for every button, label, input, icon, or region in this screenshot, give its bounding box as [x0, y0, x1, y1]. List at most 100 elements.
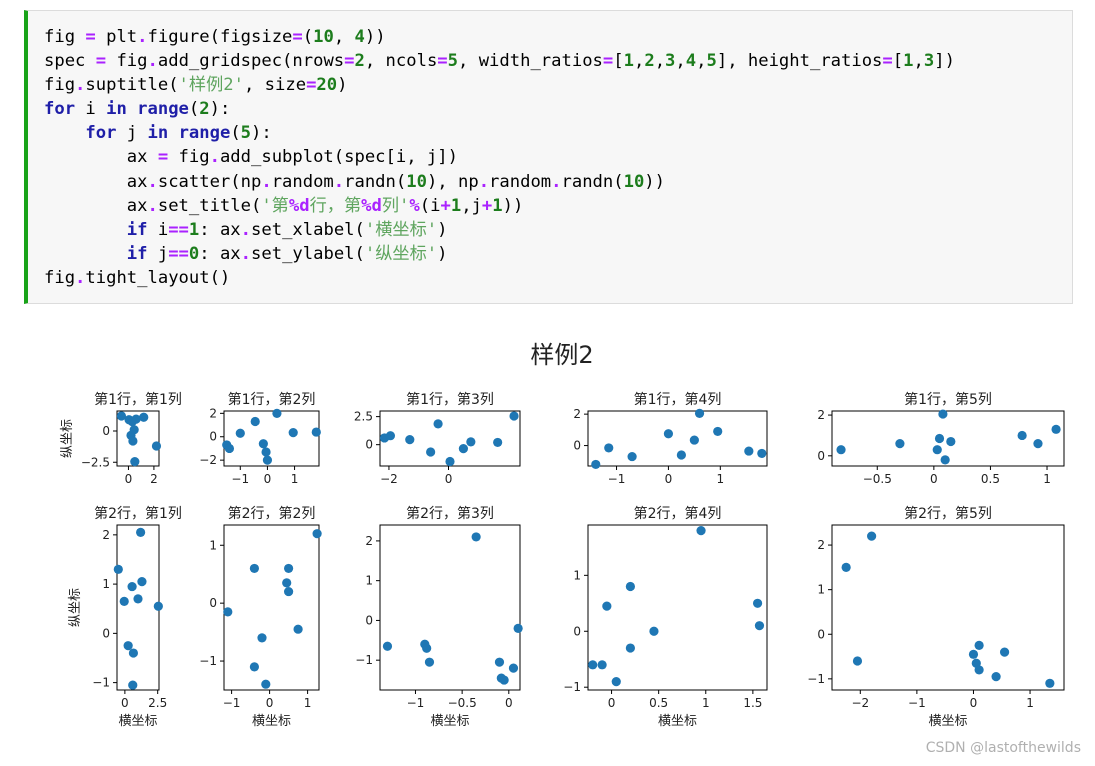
code-token: randn(: [561, 171, 624, 192]
scatter-point: [689, 435, 699, 445]
scatter-point: [422, 643, 432, 653]
code-token: i: [75, 99, 107, 120]
scatter-point: [385, 431, 396, 441]
code-token: 1: [188, 219, 200, 240]
scatter-point: [249, 662, 259, 672]
code-token: fig: [44, 267, 76, 288]
scatter-point: [754, 621, 765, 631]
code-token: ,: [696, 51, 707, 72]
scatter-point: [128, 436, 138, 446]
watermark: CSDN @lastofthewilds: [925, 740, 1081, 756]
scatter-point: [676, 450, 686, 460]
scatter-point: [932, 445, 942, 455]
x-tick-label: 0: [970, 696, 978, 710]
scatter-point: [604, 443, 614, 453]
scatter-point: [1045, 678, 1055, 688]
scatter-point: [311, 427, 321, 437]
scatter-point: [625, 581, 635, 592]
scatter-point: [466, 437, 476, 447]
code-line: if j==0: ax.set_ylabel('纵坐标'): [44, 242, 955, 266]
code-editor[interactable]: fig = plt.figure(figsize=(10, 4)) spec = …: [44, 25, 955, 290]
code-token: .: [240, 219, 252, 240]
code-token: =: [306, 75, 317, 96]
code-token: ), np: [426, 171, 479, 192]
scatter-point: [284, 586, 294, 597]
code-line: ax = fig.add_subplot(spec[i, j]): [44, 145, 955, 169]
y-tick-label: −1: [92, 676, 110, 690]
subplot-title: 第2行，第1列: [94, 505, 182, 522]
scatter-point: [649, 626, 659, 636]
subplot-title: 第1行，第2列: [228, 391, 316, 408]
scatter-point: [258, 439, 268, 449]
scatter-point: [895, 438, 905, 449]
code-token: ,: [633, 51, 645, 72]
y-tick-label: 1: [365, 574, 373, 588]
x-tick-label: 0: [121, 696, 129, 710]
code-token: 行，第: [309, 195, 362, 216]
y-tick-label: 2: [817, 538, 825, 552]
code-token: ,: [913, 51, 924, 72]
scatter-point: [128, 680, 138, 690]
x-tick-label: 0: [665, 472, 673, 486]
code-cell[interactable]: fig = plt.figure(figsize=(10, 4)) spec = …: [24, 10, 1073, 304]
code-token: .: [75, 267, 86, 288]
scatter-point: [458, 444, 469, 454]
code-token: range: [178, 123, 231, 144]
code-token: .: [333, 171, 345, 192]
scatter-point: [153, 601, 163, 611]
code-token: scatter(np: [157, 171, 262, 192]
scatter-point: [999, 647, 1010, 657]
scatter-point: [663, 429, 674, 439]
scatter-point: [136, 527, 146, 537]
y-tick-label: −1: [199, 654, 217, 668]
axes-frame: [116, 410, 160, 467]
code-token: (i: [419, 195, 441, 216]
y-tick-label: 2: [102, 528, 110, 542]
code-token: j: [116, 123, 148, 144]
code-token: if: [126, 243, 148, 264]
x-tick-label: −1: [908, 696, 926, 710]
subplot-title: 第2行，第3列: [406, 505, 494, 522]
scatter-point: [940, 455, 950, 465]
code-token: =: [882, 51, 893, 72]
x-tick-label: 0.5: [649, 696, 668, 710]
scatter-point: [1051, 424, 1061, 434]
code-token: 1: [492, 195, 503, 216]
code-token: .: [147, 195, 158, 216]
code-token: ,: [654, 51, 666, 72]
code-token: '横坐标': [364, 219, 438, 240]
y-axis-label: 纵坐标: [60, 419, 75, 458]
code-token: fig: [168, 147, 210, 168]
scatter-point: [130, 457, 140, 467]
code-token: =: [602, 51, 614, 72]
scatter-point: [509, 411, 519, 421]
x-tick-label: 2.5: [148, 696, 167, 710]
x-tick-label: 1: [304, 696, 312, 710]
code-token: : ax: [199, 219, 241, 240]
y-tick-label: −2: [199, 453, 217, 467]
scatter-point: [588, 660, 598, 670]
x-axis-label: 横坐标: [658, 714, 697, 729]
scatter-point: [312, 529, 322, 539]
code-token: add_gridspec(nrows: [157, 51, 345, 72]
x-tick-label: −2: [851, 696, 869, 710]
code-token: , ncols: [364, 51, 438, 72]
code-token: .: [137, 27, 148, 47]
scatter-point: [129, 425, 139, 435]
scatter-point: [382, 641, 393, 651]
code-token: 10: [623, 171, 645, 192]
scatter-point: [224, 443, 235, 454]
code-token: '样例2': [178, 75, 244, 96]
code-line: fig = plt.figure(figsize=(10, 4)): [44, 25, 955, 49]
x-tick-label: 0: [505, 696, 513, 710]
scatter-point: [137, 577, 147, 587]
code-token: i: [147, 219, 169, 240]
scatter-point: [272, 408, 282, 418]
y-tick-label: 2.5: [354, 410, 373, 424]
y-tick-label: 0: [102, 424, 110, 438]
scatter-point: [744, 446, 754, 456]
